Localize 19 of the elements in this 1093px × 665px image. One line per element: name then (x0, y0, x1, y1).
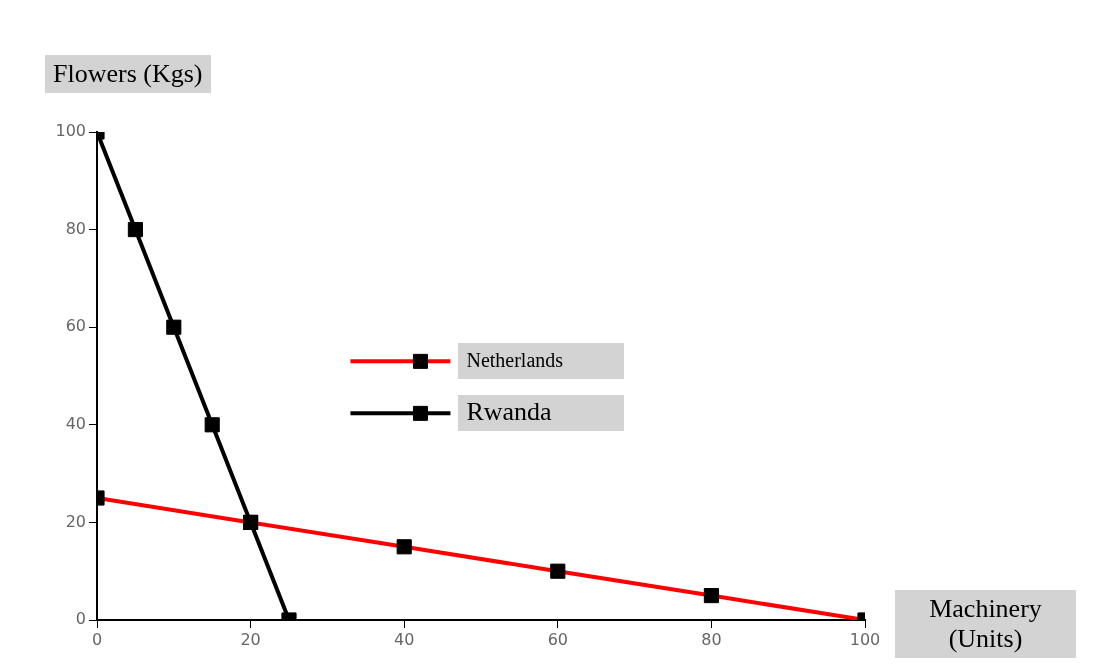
y-tick-label: 60 (65, 316, 86, 336)
x-tick-label: 0 (91, 629, 103, 649)
x-tick-label: 40 (394, 629, 415, 649)
y-tick-label: 20 (65, 511, 86, 531)
y-tick-label: 0 (75, 609, 86, 629)
point (127, 222, 143, 238)
y-tick-label: 80 (65, 218, 86, 238)
legend-label: Netherlands (466, 348, 564, 371)
x-tick-label: 80 (701, 629, 722, 649)
x-tick-label: 60 (547, 629, 568, 649)
point (204, 417, 220, 433)
y-tick-label: 100 (55, 121, 86, 141)
y-axis-title: Flowers (Kgs) (45, 55, 211, 93)
x-tick-label: 100 (849, 629, 881, 649)
legend-label: Rwanda (466, 397, 553, 427)
y-tick-label: 40 (65, 413, 86, 433)
point (166, 319, 182, 335)
x-axis-title: Machinery (Units) (895, 590, 1076, 658)
x-tick-label: 20 (240, 629, 261, 649)
